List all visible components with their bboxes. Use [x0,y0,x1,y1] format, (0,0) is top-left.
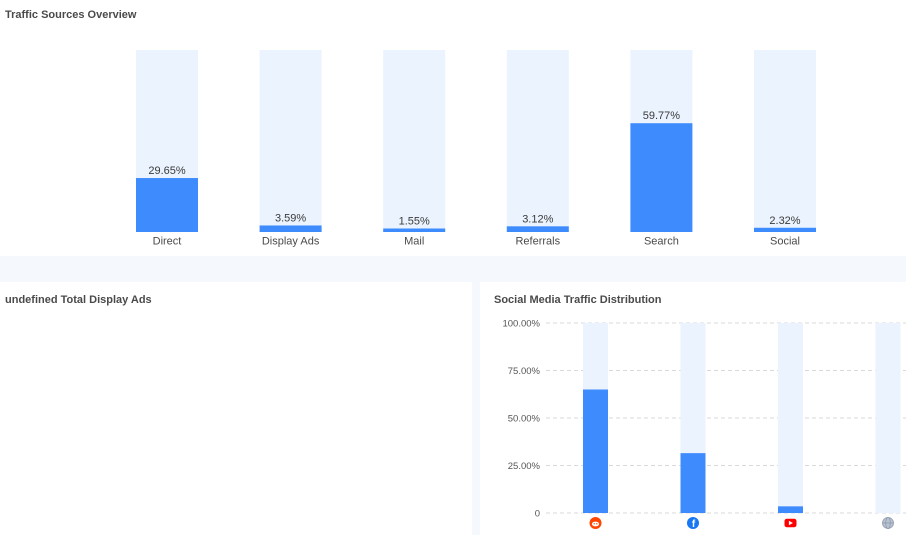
category-label-social: Social [770,236,800,248]
bar-youtube[interactable] [778,506,803,513]
value-label-social: 2.32% [769,215,800,227]
panel-divider [0,256,906,282]
bar-reddit[interactable] [583,389,608,514]
bar-social[interactable] [754,227,816,232]
bar-search[interactable] [630,123,693,232]
bar-track-display-ads [259,50,322,232]
category-label-mail: Mail [404,236,424,248]
bar-referrals[interactable] [506,226,569,232]
y-tick-label: 75.00% [508,366,541,377]
display-ads-title: undefined Total Display Ads [5,294,152,306]
globe-icon [882,517,894,529]
bar-direct[interactable] [136,178,198,232]
value-label-display-ads: 3.59% [275,212,306,224]
youtube-icon [784,518,797,528]
traffic-sources-chart: 29.65% Direct 3.59% Display Ads 1.55% Mail 3.1… [136,50,816,248]
facebook-icon: f [687,517,699,530]
value-label-mail: 1.55% [399,216,430,228]
category-label-referrals: Referrals [515,236,560,248]
category-label-display-ads: Display Ads [262,236,320,248]
traffic-sources-title: Traffic Sources Overview [5,9,137,21]
social-media-title: Social Media Traffic Distribution [494,294,662,306]
social-media-chart: 0 25.00% 50.00% 75.00% 100.00% f [502,319,906,530]
value-label-direct: 29.65% [148,165,186,177]
bar-track-social [754,50,816,232]
bar-track-globe [875,323,901,513]
bar-track-mail [383,50,446,232]
bar-mail[interactable] [383,228,446,233]
bar-track-referrals [506,50,569,232]
y-tick-label: 25.00% [508,461,541,472]
y-tick-label: 100.00% [502,319,540,330]
value-label-referrals: 3.12% [522,213,553,225]
reddit-icon [589,517,602,529]
y-tick-label: 50.00% [508,414,541,425]
category-label-direct: Direct [153,236,182,248]
value-label-search: 59.77% [643,110,681,122]
svg-text:f: f [692,519,696,530]
category-label-search: Search [644,236,679,248]
y-tick-label: 0 [535,509,540,520]
display-ads-panel: undefined Total Display Ads [0,282,472,535]
traffic-sources-panel: Traffic Sources Overview 29.65% Direct 3.5… [0,0,906,256]
bar-display-ads[interactable] [259,225,322,232]
bar-facebook[interactable] [680,453,706,513]
social-media-panel: Social Media Traffic Distribution 0 25.00… [480,282,906,535]
panel-gutter [472,282,480,535]
bar-track-youtube [778,323,803,513]
